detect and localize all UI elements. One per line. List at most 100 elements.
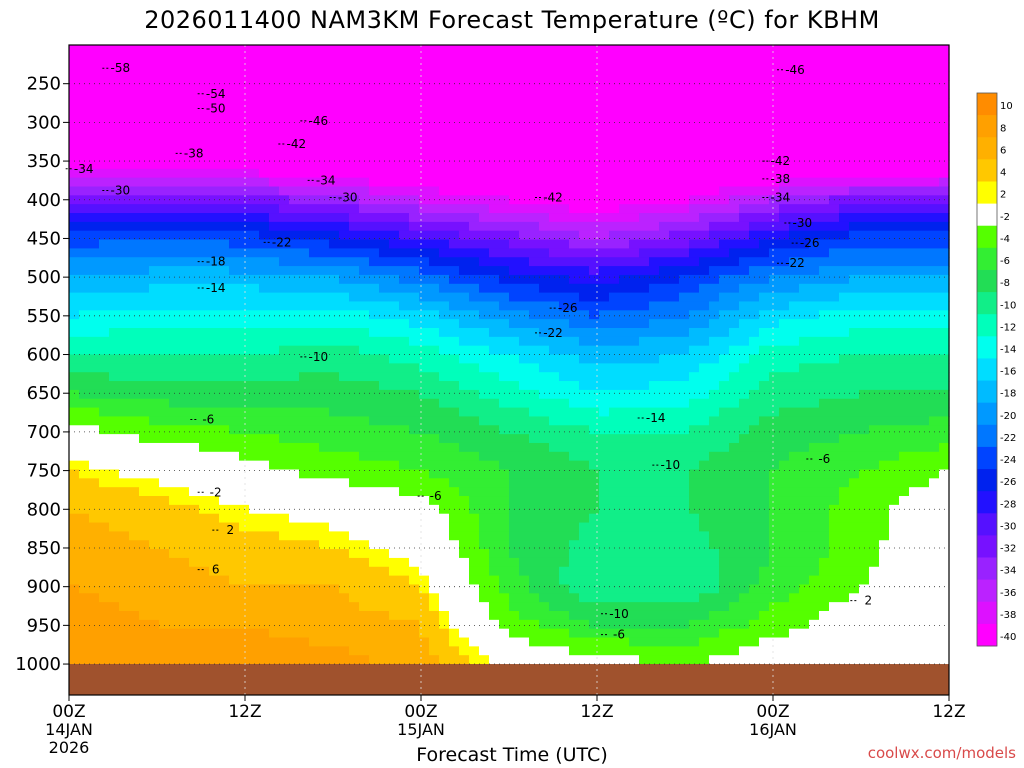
- field-cell: [439, 133, 450, 143]
- field-cell: [69, 531, 80, 541]
- field-cell: [299, 442, 310, 453]
- field-cell: [229, 398, 240, 409]
- field-cell: [119, 71, 130, 81]
- field-cell: [589, 398, 600, 409]
- field-cell: [649, 628, 660, 639]
- field-cell: [379, 619, 390, 630]
- field-cell: [419, 655, 430, 665]
- field-cell: [149, 628, 160, 639]
- field-cell: [639, 549, 650, 559]
- field-cell: [249, 646, 260, 656]
- field-cell: [609, 540, 620, 550]
- field-cell: [599, 628, 610, 639]
- field-cell: [699, 372, 710, 382]
- field-cell: [249, 416, 260, 426]
- field-cell: [149, 345, 160, 356]
- field-cell: [109, 540, 120, 550]
- field-cell: [539, 345, 550, 356]
- field-cell: [79, 602, 90, 612]
- field-cell: [419, 637, 430, 647]
- field-cell: [119, 62, 130, 73]
- field-cell: [709, 221, 720, 232]
- field-cell: [289, 89, 300, 99]
- field-cell: [379, 319, 390, 329]
- field-cell: [129, 407, 140, 418]
- field-cell: [539, 531, 550, 541]
- field-cell: [479, 522, 490, 532]
- field-cell: [279, 71, 290, 81]
- field-cell: [369, 142, 380, 152]
- field-cell: [589, 610, 600, 621]
- field-cell: [229, 53, 240, 64]
- field-cell: [399, 566, 410, 577]
- field-cell: [259, 142, 270, 152]
- field-cell: [99, 177, 110, 188]
- field-cell: [309, 416, 320, 426]
- field-cell: [269, 584, 280, 594]
- field-cell: [289, 80, 300, 90]
- field-cell: [569, 159, 580, 170]
- field-cell: [369, 274, 380, 285]
- field-cell: [79, 327, 90, 338]
- field-cell: [619, 619, 630, 630]
- field-cell: [239, 239, 250, 249]
- field-cell: [439, 610, 450, 621]
- field-cell: [249, 319, 260, 329]
- field-cell: [659, 248, 670, 258]
- field-cell: [629, 80, 640, 90]
- field-cell: [379, 442, 390, 453]
- field-cell: [259, 133, 270, 143]
- field-cell: [459, 637, 470, 647]
- field-cell: [499, 575, 510, 586]
- field-cell: [219, 80, 230, 90]
- field-cell: [749, 389, 760, 400]
- field-cell: [159, 336, 170, 347]
- field-cell: [399, 213, 410, 223]
- field-cell: [739, 345, 750, 356]
- field-cell: [259, 451, 270, 462]
- field-cell: [479, 416, 490, 426]
- field-cell: [149, 53, 160, 64]
- field-cell: [359, 124, 370, 135]
- field-cell: [619, 549, 630, 559]
- field-cell: [369, 159, 380, 170]
- field-cell: [139, 221, 150, 232]
- field-cell: [249, 45, 260, 55]
- field-cell: [169, 204, 180, 214]
- field-cell: [439, 522, 450, 532]
- field-cell: [469, 124, 480, 135]
- field-cell: [659, 71, 670, 81]
- field-cell: [589, 619, 600, 630]
- field-cell: [459, 434, 470, 444]
- field-cell: [319, 310, 330, 320]
- field-cell: [749, 266, 760, 276]
- field-cell: [379, 62, 390, 73]
- field-cell: [289, 593, 300, 603]
- field-cell: [429, 53, 440, 64]
- field-cell: [499, 372, 510, 382]
- field-cell: [159, 522, 170, 532]
- field-cell: [199, 53, 210, 64]
- field-cell: [389, 566, 400, 577]
- field-cell: [679, 45, 690, 55]
- field-cell: [109, 257, 120, 267]
- field-cell: [359, 133, 370, 143]
- field-cell: [639, 239, 650, 249]
- field-cell: [169, 177, 180, 188]
- field-cell: [669, 115, 680, 126]
- field-cell: [219, 124, 230, 135]
- field-cell: [229, 142, 240, 152]
- field-cell: [409, 513, 420, 524]
- field-cell: [529, 310, 540, 320]
- field-cell: [659, 310, 670, 320]
- field-cell: [319, 106, 330, 117]
- field-cell: [679, 248, 690, 258]
- field-cell: [519, 89, 530, 99]
- field-cell: [569, 522, 580, 532]
- field-cell: [569, 230, 580, 241]
- field-cell: [89, 230, 100, 241]
- field-cell: [459, 98, 470, 108]
- field-cell: [199, 646, 210, 656]
- field-cell: [369, 602, 380, 612]
- field-cell: [519, 425, 530, 435]
